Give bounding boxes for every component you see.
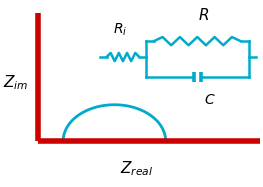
- Text: $Z_{\mathit{real}}$: $Z_{\mathit{real}}$: [120, 159, 153, 178]
- Text: $R_i$: $R_i$: [113, 22, 127, 38]
- Text: $Z_{\mathit{im}}$: $Z_{\mathit{im}}$: [3, 73, 28, 92]
- Text: $C$: $C$: [204, 93, 216, 107]
- Text: $R$: $R$: [198, 7, 209, 23]
